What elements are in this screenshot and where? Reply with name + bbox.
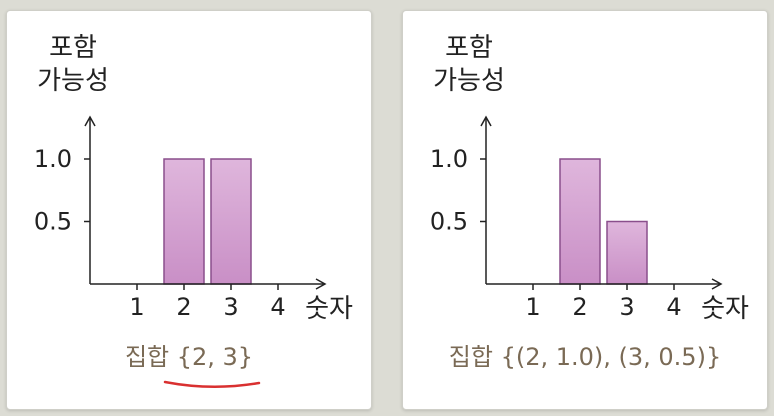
x-tick-label: 1	[129, 293, 144, 321]
y-axis-label-line: 포함	[445, 33, 493, 63]
x-axis-arrow	[711, 278, 723, 290]
x-tick-label: 3	[619, 293, 634, 321]
y-tick-label: 1.0	[430, 145, 468, 173]
x-tick-label: 2	[572, 293, 587, 321]
caption-left: 집합 {2, 3}	[124, 343, 254, 371]
y-tick-label: 0.5	[34, 208, 72, 236]
x-tick-label: 4	[270, 293, 285, 321]
x-tick-label: 2	[176, 293, 191, 321]
bar-2	[559, 158, 601, 285]
y-axis-arrow	[480, 115, 492, 127]
chart-panel-right: 포함 가능성 0.5 1.0 1 2 3 4 숫자 집합 {(2, 1.0), (3, 0.5)…	[402, 10, 768, 410]
y-axis-label-line: 가능성	[433, 66, 505, 96]
caption-underline	[163, 380, 261, 388]
caption-right: 집합 {(2, 1.0), (3, 0.5)}	[448, 343, 722, 371]
y-tick-label: 1.0	[34, 145, 72, 173]
x-tick-label: 3	[223, 293, 238, 321]
y-axis-label-line: 포함	[49, 33, 97, 63]
x-tick-label: 4	[666, 293, 681, 321]
y-axis-arrow	[84, 115, 96, 127]
x-axis-arrow	[315, 278, 327, 290]
bar-3	[606, 220, 648, 285]
bar-2	[163, 158, 205, 285]
y-tick-label: 0.5	[430, 208, 468, 236]
bar-3	[210, 158, 252, 285]
x-axis-label: 숫자	[305, 294, 353, 324]
x-axis-label: 숫자	[701, 294, 749, 324]
y-axis-label-line: 가능성	[37, 66, 109, 96]
x-tick-label: 1	[525, 293, 540, 321]
chart-panel-left: 포함 가능성 0.5 1.0 1 2 3 4 숫자 집합 {2, 3}	[6, 10, 372, 410]
